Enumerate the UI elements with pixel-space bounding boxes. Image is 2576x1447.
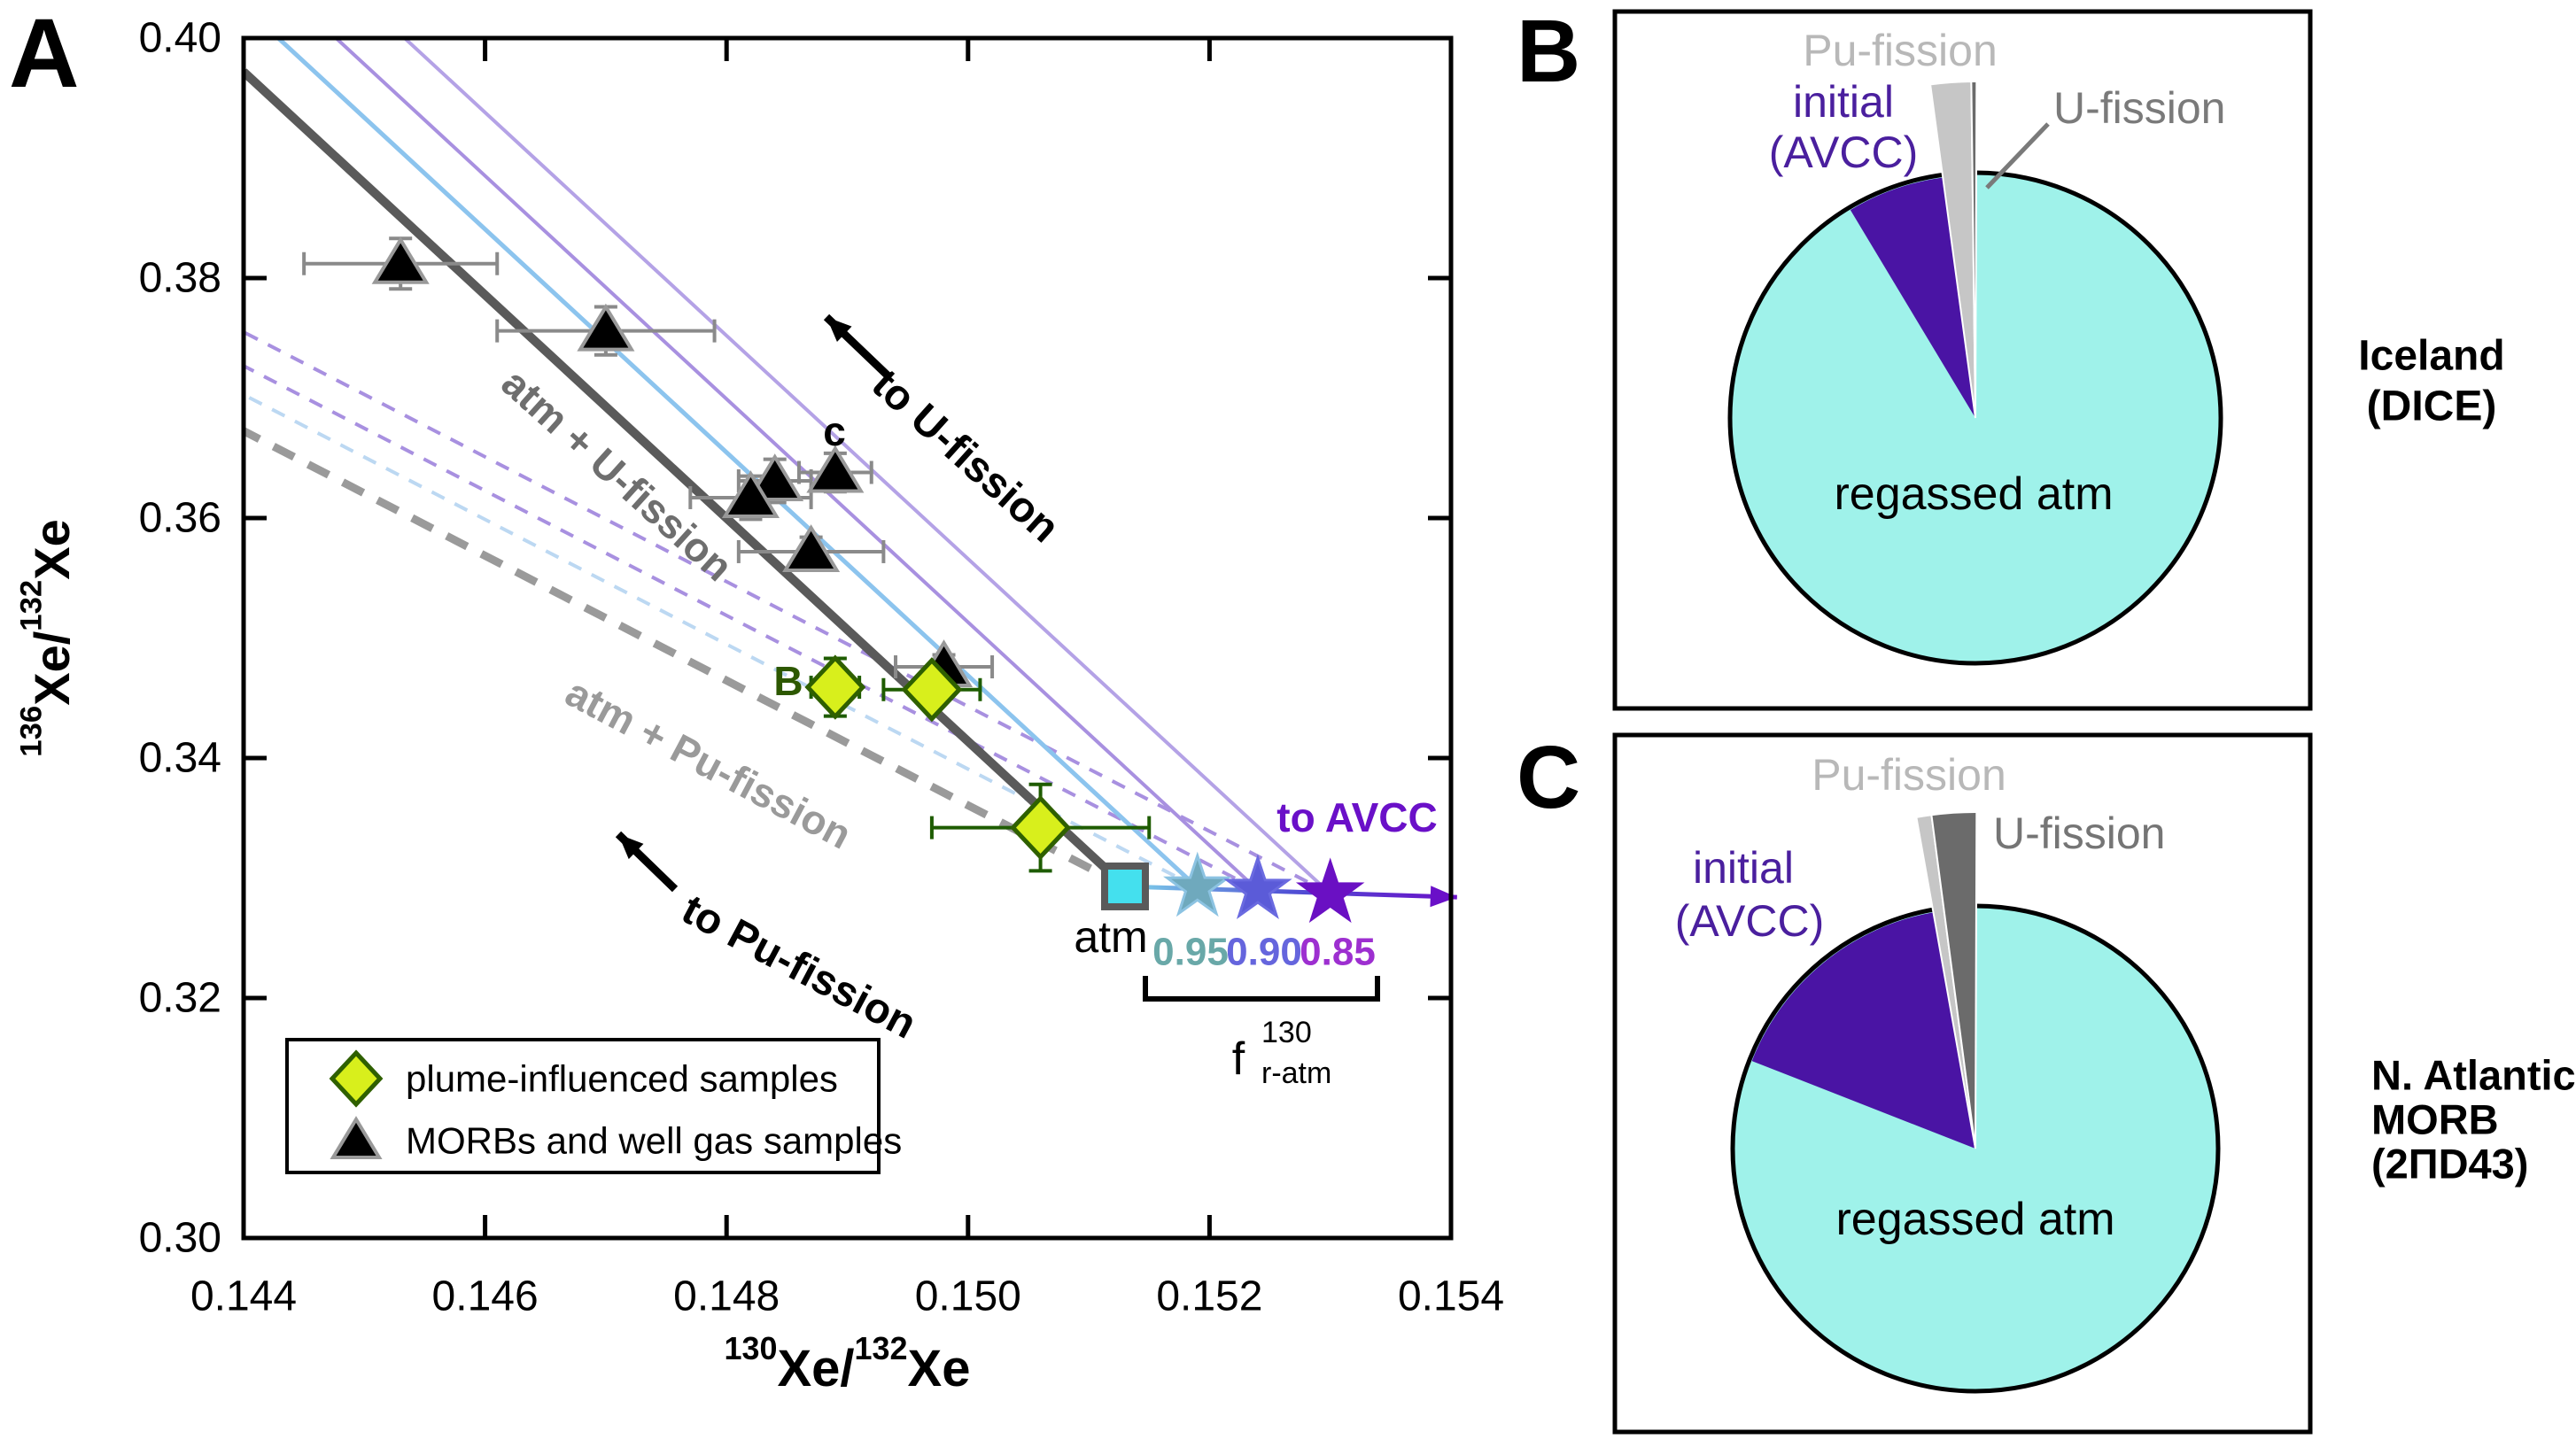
pu-fission-line-0 xyxy=(244,427,1128,890)
series-plume xyxy=(804,654,1152,873)
label-part: 130 xyxy=(724,1329,777,1366)
triangle-marker xyxy=(782,524,841,572)
f-subscript: r-atm xyxy=(1261,1056,1331,1090)
x-tick-label: 0.146 xyxy=(432,1273,539,1320)
y-tick-label: 0.32 xyxy=(139,975,221,1022)
triangle-marker xyxy=(371,236,430,284)
series-morb xyxy=(302,236,995,688)
diamond-marker xyxy=(329,1049,384,1108)
avcc-arrowhead xyxy=(1430,886,1457,908)
pie-caption-line: (DICE) xyxy=(2367,383,2497,430)
label-part: Xe xyxy=(908,1340,971,1397)
label-part: Xe/ xyxy=(24,631,80,705)
triangle-marker xyxy=(806,445,865,493)
y-axis-title: 136Xe/132Xe xyxy=(15,519,80,756)
legend-item-plume: plume-influenced samples xyxy=(406,1058,838,1100)
pie-label-initial: initial xyxy=(1793,77,1894,127)
pie-label-regassed-atm: regassed atm xyxy=(1835,1194,2114,1245)
triangle-marker xyxy=(721,470,780,518)
x-tick-label: 0.148 xyxy=(673,1273,780,1320)
pie-caption-line: MORB xyxy=(2371,1096,2499,1143)
pie-label-u-fission: U-fission xyxy=(2053,83,2225,133)
pie-label-pu-fission: Pu-fission xyxy=(1812,750,2006,800)
atm-avcc-mixing-line xyxy=(1124,884,1457,900)
annotation-atm-u-fission: atm + U-fission xyxy=(493,360,742,590)
star-marker-085 xyxy=(1295,857,1365,924)
x-axis-title: 130Xe/132Xe xyxy=(724,1329,970,1397)
x-tick-label: 0.144 xyxy=(190,1273,297,1320)
f-superscript: 130 xyxy=(1261,1016,1312,1049)
pie-caption-line: N. Atlantic xyxy=(2371,1052,2576,1099)
pie-label-regassed-atm: regassed atm xyxy=(1834,468,2113,520)
star-fraction-label: 0.95 xyxy=(1152,931,1229,974)
legend: plume-influenced samples MORBs and well g… xyxy=(285,1038,902,1174)
panel-label-b: B xyxy=(1517,2,1580,101)
atm-marker xyxy=(1100,862,1149,910)
star-marker-095 xyxy=(1163,851,1232,917)
panel-label-c: C xyxy=(1517,728,1580,827)
u-fission-pointer-line xyxy=(1985,122,2050,190)
pie-caption-line: (2ПD43) xyxy=(2371,1141,2528,1188)
y-tick-label: 0.30 xyxy=(139,1215,221,1262)
fission-trend-lines xyxy=(244,38,1332,895)
y-tick-label: 0.34 xyxy=(139,735,221,782)
label-part: Xe xyxy=(24,519,80,580)
direction-arrowhead xyxy=(618,834,644,860)
pie-label-initial: initial xyxy=(1693,843,1794,893)
triangle-marker xyxy=(577,303,635,352)
x-tick-label: 0.154 xyxy=(1398,1273,1504,1320)
triangle-marker xyxy=(746,453,804,501)
star-fraction-label: 0.85 xyxy=(1300,931,1376,974)
star-marker-090 xyxy=(1223,854,1292,920)
direction-arrowhead xyxy=(826,317,852,343)
panel-c-pie: Pu-fission U-fission initial(AVCC) regassed… xyxy=(1517,728,2576,1435)
panel-a-scatter-plot: 0.144 0.146 0.148 0.150 0.152 0.154 0.30 0.32 0.… xyxy=(15,15,1504,1397)
annotation-to-avcc: to AVCC xyxy=(1276,794,1437,840)
annotation-to-pu-fission: to Pu-fission xyxy=(674,886,924,1048)
legend-item-morb: MORBs and well gas samples xyxy=(406,1120,902,1162)
label-part: 132 xyxy=(855,1329,908,1366)
y-tick-label: 0.40 xyxy=(139,15,221,62)
x-tick-label: 0.150 xyxy=(915,1273,1021,1320)
annotation-b: B xyxy=(773,658,803,704)
pu-fission-line-2 xyxy=(244,364,1259,892)
u-fission-line-3 xyxy=(401,38,1332,895)
pie-slice-u-fission xyxy=(1970,81,1978,419)
f-symbol: f xyxy=(1232,1033,1245,1085)
annotation-atm: atm xyxy=(1074,912,1147,962)
diamond-marker xyxy=(804,654,866,720)
pie-label--avcc-: (AVCC) xyxy=(1769,128,1919,177)
triangle-marker xyxy=(330,1116,383,1159)
pie-label-pu-fission: Pu-fission xyxy=(1803,26,1998,75)
diamond-marker xyxy=(1010,794,1072,861)
annotation-atm-pu-fission: atm + Pu-fission xyxy=(558,669,858,857)
f-ratm-bracket xyxy=(1143,976,1380,1002)
panel-label-a: A xyxy=(9,0,79,108)
y-tick-label: 0.38 xyxy=(139,255,221,302)
pie-label-u-fission: U-fission xyxy=(1993,809,2165,858)
annotation-to-u-fission: to U-fission xyxy=(863,360,1068,552)
label-part: 132 xyxy=(15,580,49,631)
u-fission-line-1 xyxy=(275,38,1199,890)
label-part: 136 xyxy=(15,706,49,757)
star-fraction-label: 0.90 xyxy=(1226,931,1302,974)
y-tick-label: 0.36 xyxy=(139,495,221,542)
legend-box xyxy=(285,1038,881,1174)
label-part: Xe/ xyxy=(777,1340,854,1397)
pie-slice-initial-avcc- xyxy=(1751,912,1975,1149)
pie-label--avcc-: (AVCC) xyxy=(1675,896,1825,946)
plot-frame xyxy=(241,35,1454,1241)
pie-slice-u-fission xyxy=(1930,811,1978,1149)
u-fission-line-2 xyxy=(333,38,1260,892)
annotation-c: c xyxy=(823,408,846,454)
x-tick-label: 0.152 xyxy=(1156,1273,1262,1320)
pie-caption-line: Iceland xyxy=(2358,333,2504,380)
diamond-marker xyxy=(901,657,963,723)
u-fission-line-0 xyxy=(244,68,1129,890)
pie-slice-initial-avcc- xyxy=(1850,177,1975,419)
